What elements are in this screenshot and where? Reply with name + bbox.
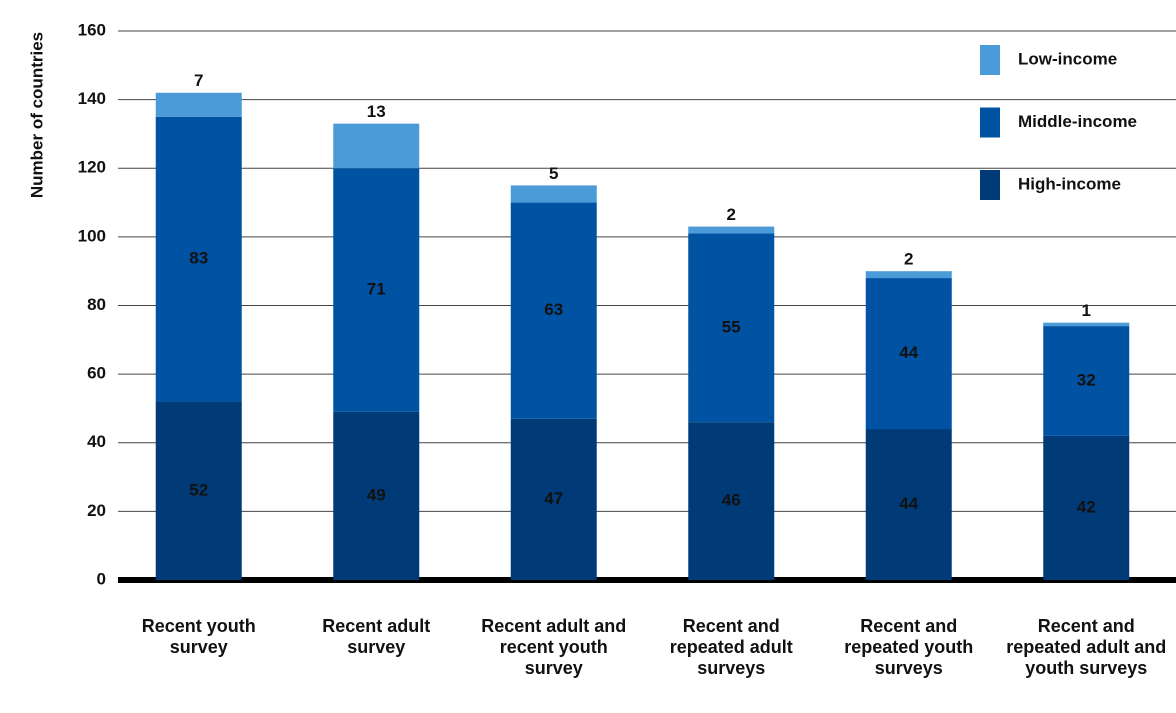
legend-swatch <box>980 107 1000 138</box>
bar-segment <box>155 92 242 117</box>
bar-segment <box>865 429 952 580</box>
x-tick-label: Recent adult and recent youth survey <box>481 616 627 678</box>
bar-segment <box>688 422 775 580</box>
y-tick-label: 120 <box>78 158 106 177</box>
y-tick-label: 160 <box>78 20 106 39</box>
value-label: 52 <box>189 480 208 499</box>
bar-segment <box>333 168 420 412</box>
bar-segment <box>510 202 597 419</box>
value-label: 1 <box>1082 301 1091 320</box>
x-tick-label: Recent and repeated adult and youth surv… <box>1006 616 1167 678</box>
bar-segment <box>155 116 242 402</box>
value-label: 71 <box>367 280 386 299</box>
bar-segment <box>510 185 597 203</box>
bar-segment <box>155 401 242 580</box>
legend-swatch <box>980 45 1000 75</box>
value-label: 63 <box>544 300 563 319</box>
value-label: 49 <box>367 485 386 504</box>
bar-segment <box>1043 435 1130 580</box>
x-tick-label: Recent adult survey <box>322 616 431 657</box>
bar-segment <box>865 278 952 430</box>
bar-segment <box>1043 322 1130 327</box>
bar-segment <box>865 271 952 279</box>
y-axis-label: Number of countries <box>27 32 46 198</box>
y-tick-label: 100 <box>78 226 106 245</box>
value-label: 42 <box>1077 497 1096 516</box>
bar-segment <box>333 411 420 580</box>
value-label: 2 <box>904 250 913 269</box>
value-label: 7 <box>194 71 203 90</box>
value-label: 47 <box>544 489 563 508</box>
x-tick-label: Recent youth survey <box>141 616 256 657</box>
bar-segment <box>688 226 775 234</box>
value-label: 2 <box>727 205 736 224</box>
x-tick-label: Recent and repeated youth surveys <box>844 616 974 678</box>
y-tick-label: 140 <box>78 89 106 108</box>
y-tick-label: 0 <box>97 569 106 588</box>
bar-segment <box>688 233 775 423</box>
value-label: 44 <box>899 494 918 513</box>
value-label: 83 <box>189 249 208 268</box>
legend-label: Middle-income <box>1018 112 1137 131</box>
value-label: 44 <box>899 343 918 362</box>
value-label: 46 <box>722 491 741 510</box>
x-tick-label: Recent and repeated adult surveys <box>669 616 793 678</box>
legend-label: High-income <box>1018 174 1121 193</box>
y-tick-label: 20 <box>87 501 106 520</box>
value-label: 32 <box>1077 370 1096 389</box>
value-label: 55 <box>722 317 741 336</box>
legend-label: Low-income <box>1018 49 1117 68</box>
bar-segment <box>1043 326 1130 436</box>
y-tick-label: 60 <box>87 364 106 383</box>
value-label: 5 <box>549 164 558 183</box>
y-tick-label: 40 <box>87 432 106 451</box>
y-tick-label: 80 <box>87 295 106 314</box>
bar-segment <box>510 418 597 580</box>
legend-swatch <box>980 170 1000 200</box>
bar-segment <box>333 123 420 169</box>
value-label: 13 <box>367 102 386 121</box>
